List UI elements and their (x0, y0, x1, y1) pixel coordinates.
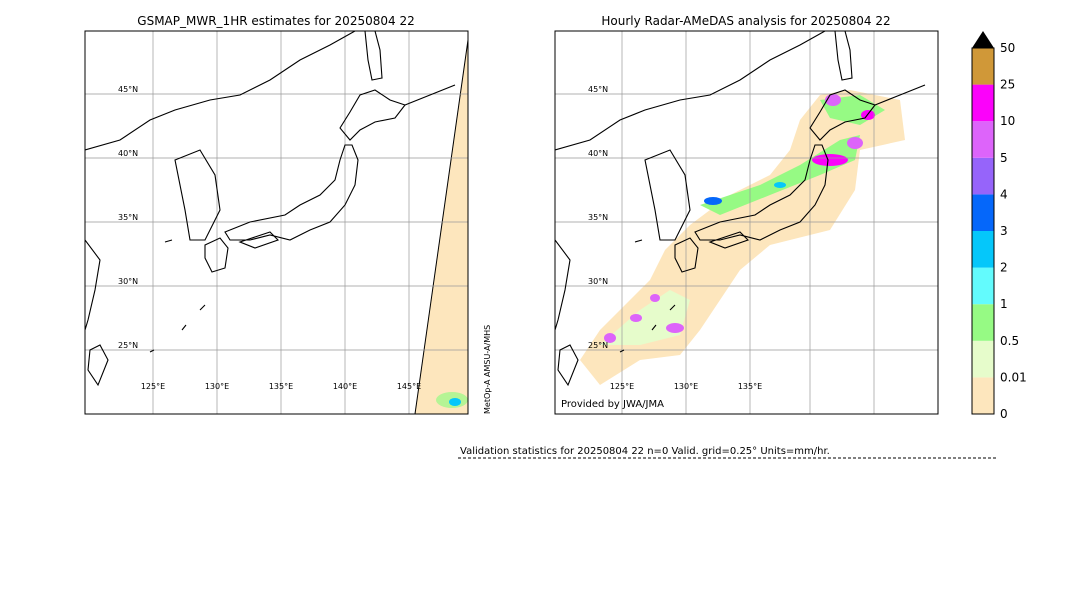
lon-label: 125°E (141, 382, 165, 391)
colorbar-label: 4 (1000, 187, 1008, 201)
colorbar-segment (972, 48, 994, 85)
colorbar-segment (972, 231, 994, 268)
colorbar: 0 0.01 0.5 1 2 3 4 5 10 25 50 (971, 31, 1027, 421)
lon-label: 125°E (610, 382, 634, 391)
lon-label: 140°E (333, 382, 357, 391)
colorbar-segment (972, 377, 994, 414)
lat-label: 30°N (118, 277, 138, 286)
validation-text: Validation statistics for 20250804 22 n=… (460, 446, 830, 457)
lat-label: 45°N (588, 85, 608, 94)
lon-label: 130°E (205, 382, 229, 391)
colorbar-segment (972, 157, 994, 195)
map-title: Hourly Radar-AMeDAS analysis for 2025080… (601, 14, 890, 28)
lat-label: 45°N (118, 85, 138, 94)
lat-label: 25°N (118, 341, 138, 350)
map-title: GSMAP_MWR_1HR estimates for 20250804 22 (137, 14, 414, 28)
lon-label: 135°E (738, 382, 762, 391)
lon-label: 135°E (269, 382, 293, 391)
right-map: Hourly Radar-AMeDAS analysis for 2025080… (554, 14, 939, 415)
colorbar-label: 3 (1000, 224, 1008, 238)
colorbar-label: 2 (1000, 261, 1008, 275)
colorbar-label: 0.01 (1000, 370, 1027, 384)
colorbar-segment (972, 304, 994, 341)
lat-label: 40°N (118, 149, 138, 158)
credit: Provided by JWA/JMA (561, 399, 664, 410)
lat-label: 25°N (588, 341, 608, 350)
lon-label: 130°E (674, 382, 698, 391)
colorbar-segment (972, 84, 994, 122)
lon-label: 145°E (397, 382, 421, 391)
lat-label: 35°N (118, 213, 138, 222)
lat-labels: 45°N 40°N 35°N 30°N 25°N (118, 85, 138, 350)
colorbar-segment (972, 340, 994, 378)
colorbar-label: 50 (1000, 41, 1015, 55)
left-map: GSMAP_MWR_1HR estimates for 20250804 22 … (84, 14, 492, 415)
colorbar-segment (972, 267, 994, 305)
lat-label: 35°N (588, 213, 608, 222)
colorbar-frame (971, 47, 995, 415)
colorbar-label: 25 (1000, 78, 1015, 92)
colorbar-segment (972, 121, 994, 158)
colorbar-label: 10 (1000, 114, 1015, 128)
lat-label: 30°N (588, 277, 608, 286)
sensor-note: MetOp-A AMSU-A/MHS (483, 325, 492, 414)
lat-label: 40°N (588, 149, 608, 158)
colorbar-segment (972, 194, 994, 231)
colorbar-label: 1 (1000, 297, 1008, 311)
colorbar-label: 5 (1000, 151, 1008, 165)
colorbar-label: 0.5 (1000, 334, 1019, 348)
colorbar-label: 0 (1000, 407, 1008, 421)
